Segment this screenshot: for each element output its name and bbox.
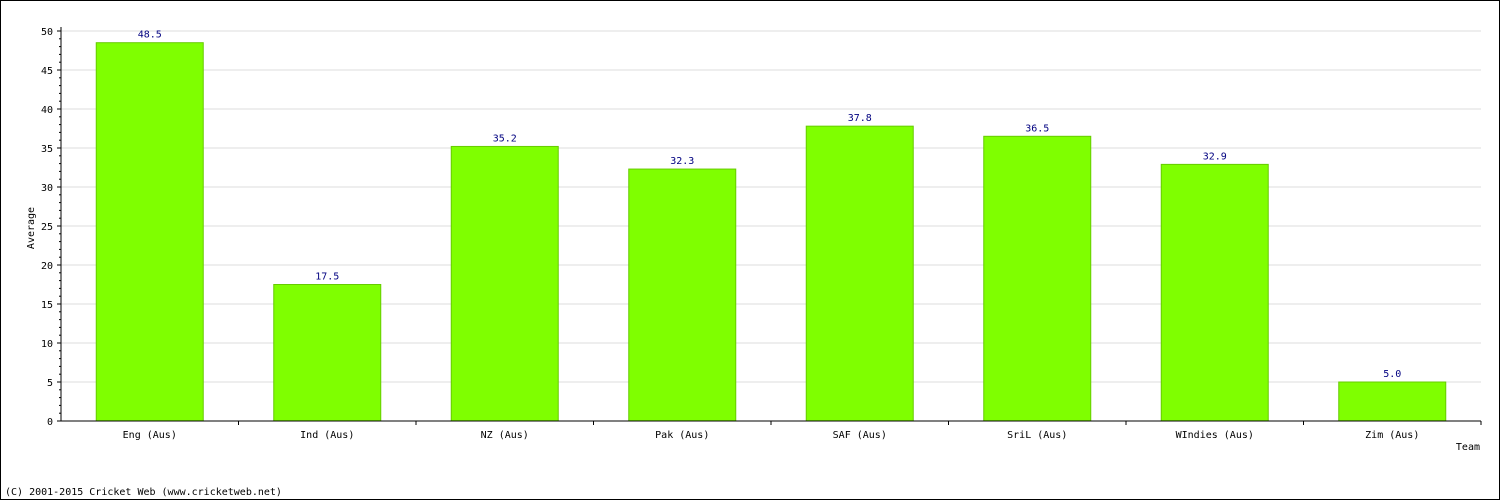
x-axis-title: Team <box>1456 442 1480 453</box>
bar <box>983 135 1092 422</box>
bar <box>1160 163 1269 422</box>
x-tick-label: Zim (Aus) <box>1365 430 1419 441</box>
x-tick-label: Ind (Aus) <box>300 430 354 441</box>
data-label: 32.9 <box>1203 151 1227 162</box>
bar <box>628 168 737 422</box>
bar <box>450 145 559 422</box>
data-label: 36.5 <box>1025 123 1049 134</box>
labels: 0 5 10 15 20 25 30 35 40 45 50 48.5 Eng (Aus) 17.5 Ind… <box>41 27 1419 441</box>
bar <box>273 284 382 422</box>
data-label: 32.3 <box>670 156 694 167</box>
y-tick-label: 15 <box>41 300 53 311</box>
x-tick-label: Pak (Aus) <box>655 430 709 441</box>
y-tick-label: 5 <box>47 378 53 389</box>
y-axis-title: Average <box>26 207 37 249</box>
data-label: 48.5 <box>138 30 162 41</box>
x-tick-label: WIndies (Aus) <box>1176 430 1254 441</box>
y-tick-label: 25 <box>41 222 53 233</box>
x-tick-label: NZ (Aus) <box>481 430 529 441</box>
x-tick-label: Eng (Aus) <box>123 430 177 441</box>
data-label: 35.2 <box>493 133 517 144</box>
y-tick-label: 0 <box>47 417 53 428</box>
x-tick-label: SriL (Aus) <box>1007 430 1067 441</box>
y-tick-label: 20 <box>41 261 53 272</box>
data-label: 17.5 <box>315 272 339 283</box>
bar <box>805 125 914 422</box>
y-tick-label: 50 <box>41 27 53 38</box>
bar <box>1338 381 1447 422</box>
bar <box>95 42 204 422</box>
axes <box>57 27 1482 425</box>
y-tick-label: 45 <box>41 66 53 77</box>
y-tick-label: 10 <box>41 339 53 350</box>
y-tick-label: 30 <box>41 183 53 194</box>
copyright-text: (C) 2001-2015 Cricket Web (www.cricketwe… <box>5 487 282 498</box>
x-tick-label: SAF (Aus) <box>833 430 887 441</box>
y-tick-label: 35 <box>41 144 53 155</box>
data-label: 37.8 <box>848 113 872 124</box>
y-tick-label: 40 <box>41 105 53 116</box>
data-label: 5.0 <box>1383 369 1401 380</box>
bars <box>95 42 1447 422</box>
